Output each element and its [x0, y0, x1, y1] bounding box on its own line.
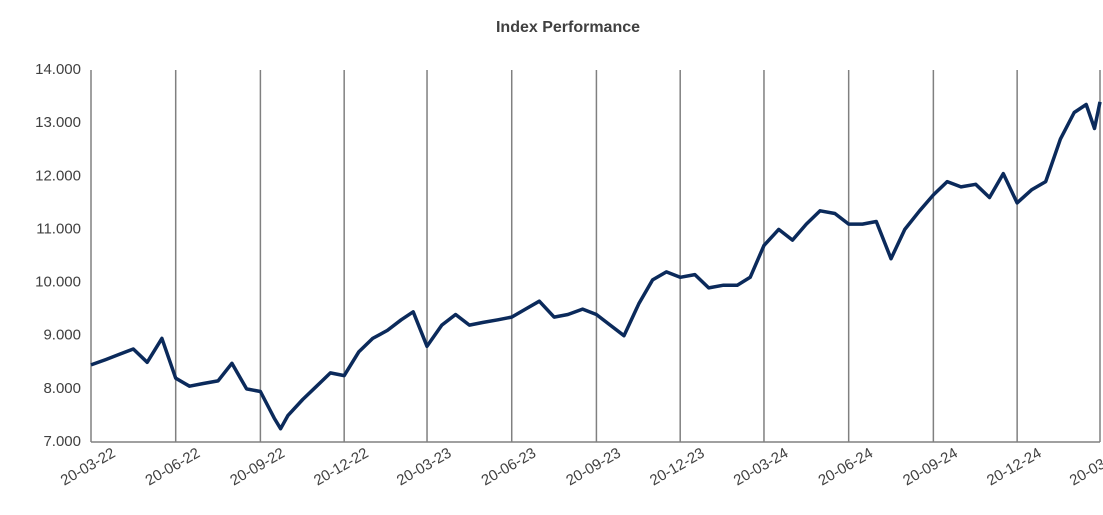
x-tick-label: 20-03-25	[1067, 445, 1103, 490]
x-tick-label: 20-12-22	[311, 445, 372, 490]
x-tick-label: 20-09-24	[900, 445, 961, 490]
chart-title: Index Performance	[496, 19, 640, 36]
y-tick-label: 11.000	[36, 220, 81, 237]
x-tick-label: 20-09-22	[227, 445, 288, 490]
x-tick-label: 20-06-23	[479, 445, 540, 490]
y-tick-label: 8.000	[43, 380, 81, 397]
y-tick-label: 14.000	[35, 61, 81, 78]
x-tick-label: 20-03-23	[394, 445, 455, 490]
y-tick-label: 7.000	[43, 433, 81, 450]
y-tick-label: 10.000	[35, 274, 81, 291]
x-tick-label: 20-03-22	[58, 445, 119, 490]
y-tick-label: 9.000	[43, 327, 81, 344]
x-tick-label: 20-03-24	[731, 445, 792, 490]
y-tick-label: 12.000	[35, 167, 81, 184]
x-tick-label: 20-12-24	[984, 445, 1045, 490]
x-tick-label: 20-12-23	[647, 445, 708, 490]
x-tick-label: 20-06-22	[142, 445, 203, 490]
x-tick-label: 20-06-24	[815, 445, 876, 490]
line-series	[90, 101, 1102, 431]
y-tick-label: 13.000	[35, 114, 81, 131]
x-tick-label: 20-09-23	[563, 445, 624, 490]
